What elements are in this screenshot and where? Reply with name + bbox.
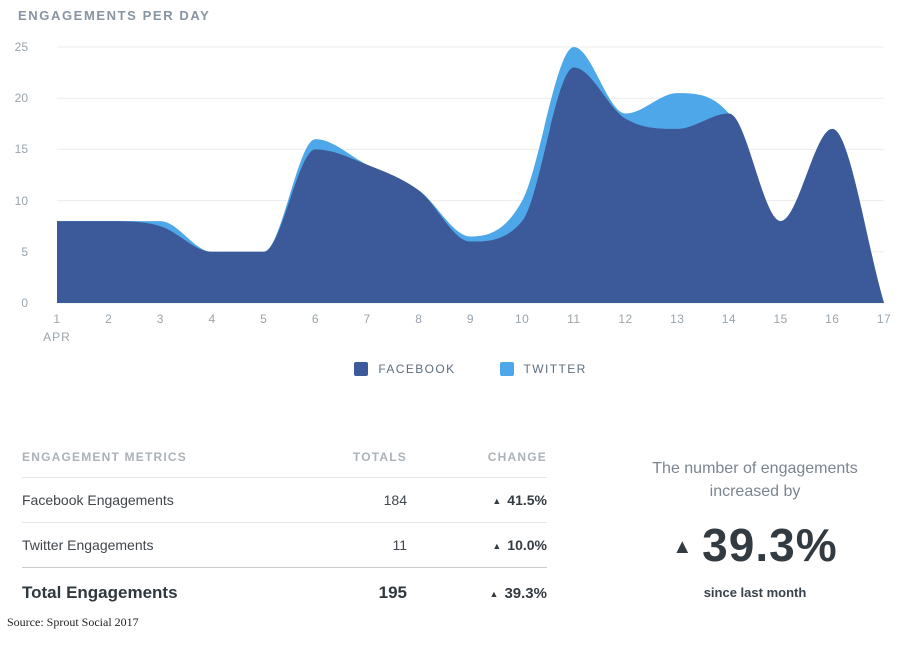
x-tick-label: 11: [567, 312, 581, 326]
x-tick-label: 10: [515, 312, 530, 326]
x-tick-label: 9: [466, 312, 475, 326]
change-value: 41.5%: [507, 492, 547, 508]
y-tick-label: 25: [14, 40, 28, 54]
metric-total: 11: [392, 537, 407, 553]
x-tick-label: 5: [260, 312, 268, 326]
x-tick-label: 4: [208, 312, 216, 326]
total-value: 195: [378, 583, 407, 602]
x-tick-label: 6: [311, 312, 320, 326]
table-row-total: Total Engagements 195 ▲ 39.3%: [22, 568, 547, 603]
chart-legend: FACEBOOK TWITTER: [57, 362, 884, 376]
x-tick-label: 16: [825, 312, 840, 326]
x-tick-label: 1 APR: [32, 311, 82, 345]
y-tick-label: 0: [21, 296, 28, 310]
x-axis-month-label: APR: [43, 330, 71, 344]
increase-arrow-icon: ▲: [672, 535, 693, 558]
x-tick-label: 13: [670, 312, 685, 326]
y-tick-label: 10: [14, 193, 28, 208]
x-tick-label: 12: [618, 312, 633, 326]
chart-title: ENGAGEMENTS PER DAY: [18, 8, 211, 23]
total-label: Total Engagements: [22, 583, 178, 602]
x-tick-label: 7: [363, 312, 371, 326]
x-tick-label: 15: [773, 312, 788, 326]
column-header-totals: TOTALS: [352, 450, 407, 464]
table-row-facebook: Facebook Engagements 184 ▲ 41.5%: [22, 478, 547, 523]
increase-arrow-icon: ▲: [489, 588, 499, 599]
source-attribution: Source: Sprout Social 2017: [7, 615, 139, 629]
metric-total: 184: [383, 492, 407, 508]
callout-text-line1: The number of engagements: [652, 460, 858, 477]
increase-arrow-icon: ▲: [492, 496, 502, 506]
legend-label-facebook: FACEBOOK: [378, 362, 456, 376]
summary-callout: The number of engagements increased by ▲…: [605, 457, 901, 600]
legend-label-twitter: TWITTER: [523, 362, 587, 376]
callout-percentage: 39.3%: [702, 519, 838, 571]
column-header-metrics: ENGAGEMENT METRICS: [22, 450, 187, 464]
y-tick-label: 15: [14, 142, 28, 157]
callout-caption: since last month: [703, 585, 807, 600]
x-tick-label: 3: [156, 312, 164, 326]
legend-item-facebook: FACEBOOK: [354, 362, 455, 376]
total-change: ▲ 39.3%: [407, 585, 547, 602]
table-row-twitter: Twitter Engagements 11 ▲ 10.0%: [22, 523, 547, 568]
change-value: 10.0%: [507, 537, 547, 553]
metric-change: ▲ 41.5%: [407, 492, 547, 508]
x-tick-label: 8: [415, 312, 423, 326]
y-tick-label: 5: [21, 244, 28, 259]
increase-arrow-icon: ▲: [492, 541, 502, 551]
callout-stat: ▲ 39.3%: [605, 518, 901, 572]
facebook-swatch-icon: [354, 362, 369, 376]
column-header-change: CHANGE: [487, 450, 547, 464]
x-tick-label: 17: [876, 312, 892, 326]
metric-change: ▲ 10.0%: [407, 537, 547, 553]
legend-item-twitter: TWITTER: [499, 362, 587, 376]
x-tick-label: 2: [105, 312, 113, 326]
x-tick-label: 14: [721, 312, 737, 326]
change-value: 39.3%: [504, 584, 547, 602]
metric-label: Facebook Engagements: [22, 492, 174, 508]
callout-text-line2: increased by: [709, 483, 801, 500]
metric-label: Twitter Engagements: [22, 537, 154, 553]
engagements-area-chart: [57, 46, 884, 304]
table-header-row: ENGAGEMENT METRICS TOTALS CHANGE: [22, 444, 547, 478]
engagement-metrics-table: ENGAGEMENT METRICS TOTALS CHANGE Faceboo…: [22, 444, 547, 603]
y-tick-label: 20: [14, 91, 28, 106]
twitter-swatch-icon: [499, 362, 514, 376]
